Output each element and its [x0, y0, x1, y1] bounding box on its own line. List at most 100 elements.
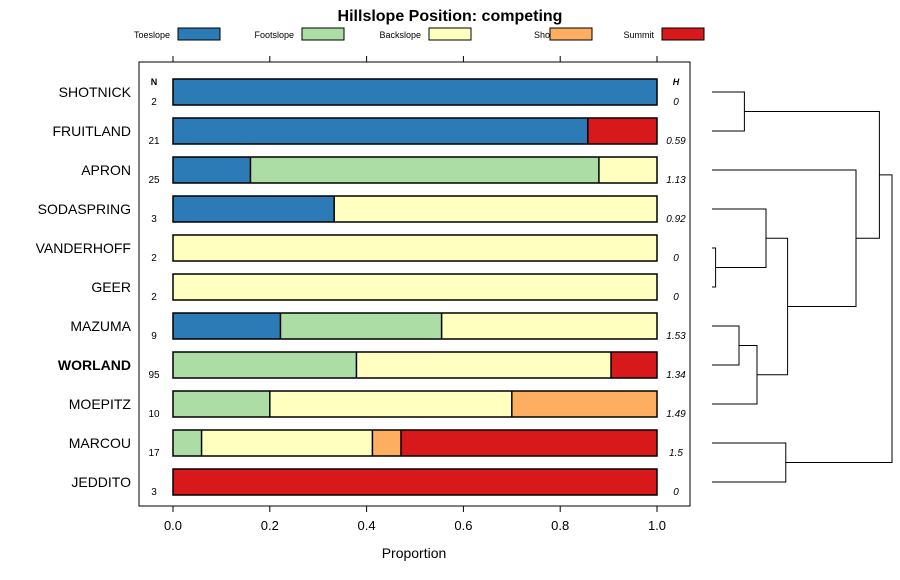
row-marcou: MARCOU 17 1.5: [69, 429, 683, 459]
category-label: JEDDITO: [71, 474, 131, 490]
legend-swatch-toeslope: [177, 27, 221, 41]
category-label: VANDERHOFF: [36, 240, 131, 256]
legend-swatch-summit: [661, 27, 705, 41]
category-label: GEER: [91, 279, 131, 295]
n-value: 21: [148, 136, 160, 147]
n-value: 17: [148, 448, 160, 459]
category-label: WORLAND: [58, 357, 131, 373]
h-value: 1.5: [669, 448, 683, 459]
bar-segment-shoulder: [511, 391, 657, 417]
bar-segment-toeslope: [173, 313, 281, 339]
bar-outline: [172, 390, 658, 418]
dendrogram-link: [744, 111, 880, 239]
bar-outline: [172, 78, 658, 106]
bar-segment-backslope: [441, 313, 657, 339]
bar-segment-toeslope: [173, 196, 335, 222]
bar-outline: [172, 156, 658, 184]
bar-segment-footslope: [173, 391, 270, 417]
category-label: FRUITLAND: [52, 123, 131, 139]
x-tick-label: 0.0: [164, 518, 182, 533]
category-label: SHOTNICK: [59, 84, 132, 100]
bar-segment-shoulder: [372, 430, 401, 456]
h-value: 1.34: [666, 370, 686, 381]
chart-title: Hillslope Position: competing: [338, 8, 563, 25]
bar-segment-footslope: [250, 157, 599, 183]
bar-segment-backslope: [201, 430, 373, 456]
category-label: SODASPRING: [38, 201, 131, 217]
legend-swatch-backslope: [428, 27, 472, 41]
n-value: 10: [148, 409, 160, 420]
bar-segment-backslope: [334, 196, 657, 222]
legend-label-footslope: Footslope: [254, 30, 294, 40]
h-value: 0: [673, 292, 679, 303]
h-value: 0: [673, 253, 679, 264]
x-tick-label: 0.8: [551, 518, 569, 533]
x-tick-label: 0.6: [454, 518, 472, 533]
row-apron: APRON 25 1.13: [81, 156, 686, 186]
row-worland: WORLAND 95 1.34: [58, 351, 686, 381]
row-jeddito: JEDDITO 3 0: [71, 468, 679, 498]
legend: ToeslopeFootslopeBackslopeShoulderSummit: [134, 27, 705, 41]
n-value: 2: [151, 97, 157, 108]
bar-outline: [172, 234, 658, 262]
bar-outline: [172, 468, 658, 496]
legend-label-toeslope: Toeslope: [134, 30, 170, 40]
h-value: 0.59: [666, 136, 686, 147]
plot-frame: [138, 61, 691, 507]
bar-segment-summit: [587, 118, 657, 144]
bar-outline: [172, 195, 658, 223]
row-geer: GEER 2 0: [91, 273, 679, 303]
bar-segment-summit: [400, 430, 657, 456]
dendrogram: [712, 91, 893, 483]
n-value: 25: [148, 175, 160, 186]
dendrogram-link: [712, 91, 745, 132]
bar-segment-toeslope: [173, 79, 657, 105]
bar-segment-summit: [611, 352, 657, 378]
row-mazuma: MAZUMA 9 1.53: [70, 312, 686, 342]
bar-segment-toeslope: [173, 157, 251, 183]
bar-segment-backslope: [356, 352, 612, 378]
bar-segment-backslope: [269, 391, 512, 417]
x-tick-label: 1.0: [648, 518, 666, 533]
bar-segment-summit: [173, 469, 657, 495]
dendrogram-link: [785, 174, 893, 463]
legend-label-summit: Summit: [623, 30, 654, 40]
bar-segment-toeslope: [173, 118, 588, 144]
dendrogram-link: [712, 247, 717, 288]
row-vanderhoff: VANDERHOFF 2 0: [36, 234, 679, 264]
dendrogram-link: [712, 442, 787, 483]
category-label: APRON: [81, 162, 131, 178]
bar-segment-backslope: [173, 235, 657, 261]
chart-rows: SHOTNICK 2 0 FRUITLAND 21 0.59 APRON 25 1.13 SODA…: [36, 78, 686, 498]
n-value: 3: [151, 487, 157, 498]
bar-outline: [172, 312, 658, 340]
x-tick-label: 0.4: [358, 518, 376, 533]
row-shotnick: SHOTNICK 2 0: [59, 78, 679, 108]
h-header: H: [673, 77, 680, 87]
x-tick-label: 0.2: [261, 518, 279, 533]
n-value: 2: [151, 292, 157, 303]
category-label: MAZUMA: [70, 318, 131, 334]
h-value: 1.49: [666, 409, 686, 420]
bar-outline: [172, 429, 658, 457]
dendrogram-link: [712, 208, 767, 268]
bar-segment-footslope: [173, 430, 202, 456]
bar-segment-footslope: [173, 352, 357, 378]
category-label: MOEPITZ: [69, 396, 132, 412]
h-value: 1.53: [666, 331, 686, 342]
dendrogram-link: [757, 237, 789, 376]
bar-segment-backslope: [173, 274, 657, 300]
h-value: 0: [673, 97, 679, 108]
legend-label-backslope: Backslope: [379, 30, 421, 40]
legend-swatch-shoulder: [549, 27, 593, 41]
h-value: 0: [673, 487, 679, 498]
row-moepitz: MOEPITZ 10 1.49: [69, 390, 686, 420]
n-value: 2: [151, 253, 157, 264]
bar-outline: [172, 117, 658, 145]
h-value: 1.13: [666, 175, 686, 186]
bar-segment-backslope: [598, 157, 657, 183]
h-value: 0.92: [666, 214, 686, 225]
bar-outline: [172, 351, 658, 379]
n-value: 95: [148, 370, 160, 381]
